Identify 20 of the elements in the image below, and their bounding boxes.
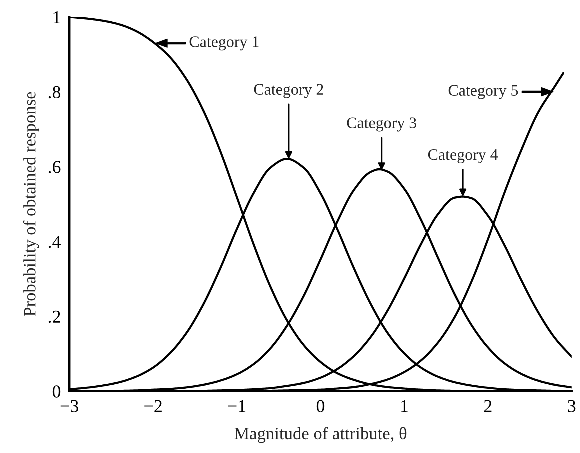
y-tick-label: .8 [48,86,61,99]
y-tick-label: .2 [48,310,60,324]
x-tick-label: −1 [228,400,246,412]
y-tick-label: .4 [48,236,61,248]
y-tick-label: .6 [48,161,61,174]
annotation: Category 3 [347,118,416,132]
annotation: Category 1 [190,36,259,51]
x-axis-title: Magnitude of attribute, θ [234,427,407,444]
x-tick-label: 0 [316,400,325,412]
y-tick-label: 0 [52,386,61,398]
x-tick-label: 2 [484,400,492,412]
y-axis-title: Probability of obtained response [23,92,40,316]
annotation: Category 5 [448,85,518,100]
x-tick-label: 1 [402,400,408,412]
y-tick-label: 1 [54,12,60,24]
x-tick-label: 3 [568,400,576,412]
annotation: Category 4 [428,149,498,164]
x-tick-label: −3 [60,400,78,412]
annotation: Category 2 [254,84,324,98]
x-tick-label: −2 [144,400,162,412]
